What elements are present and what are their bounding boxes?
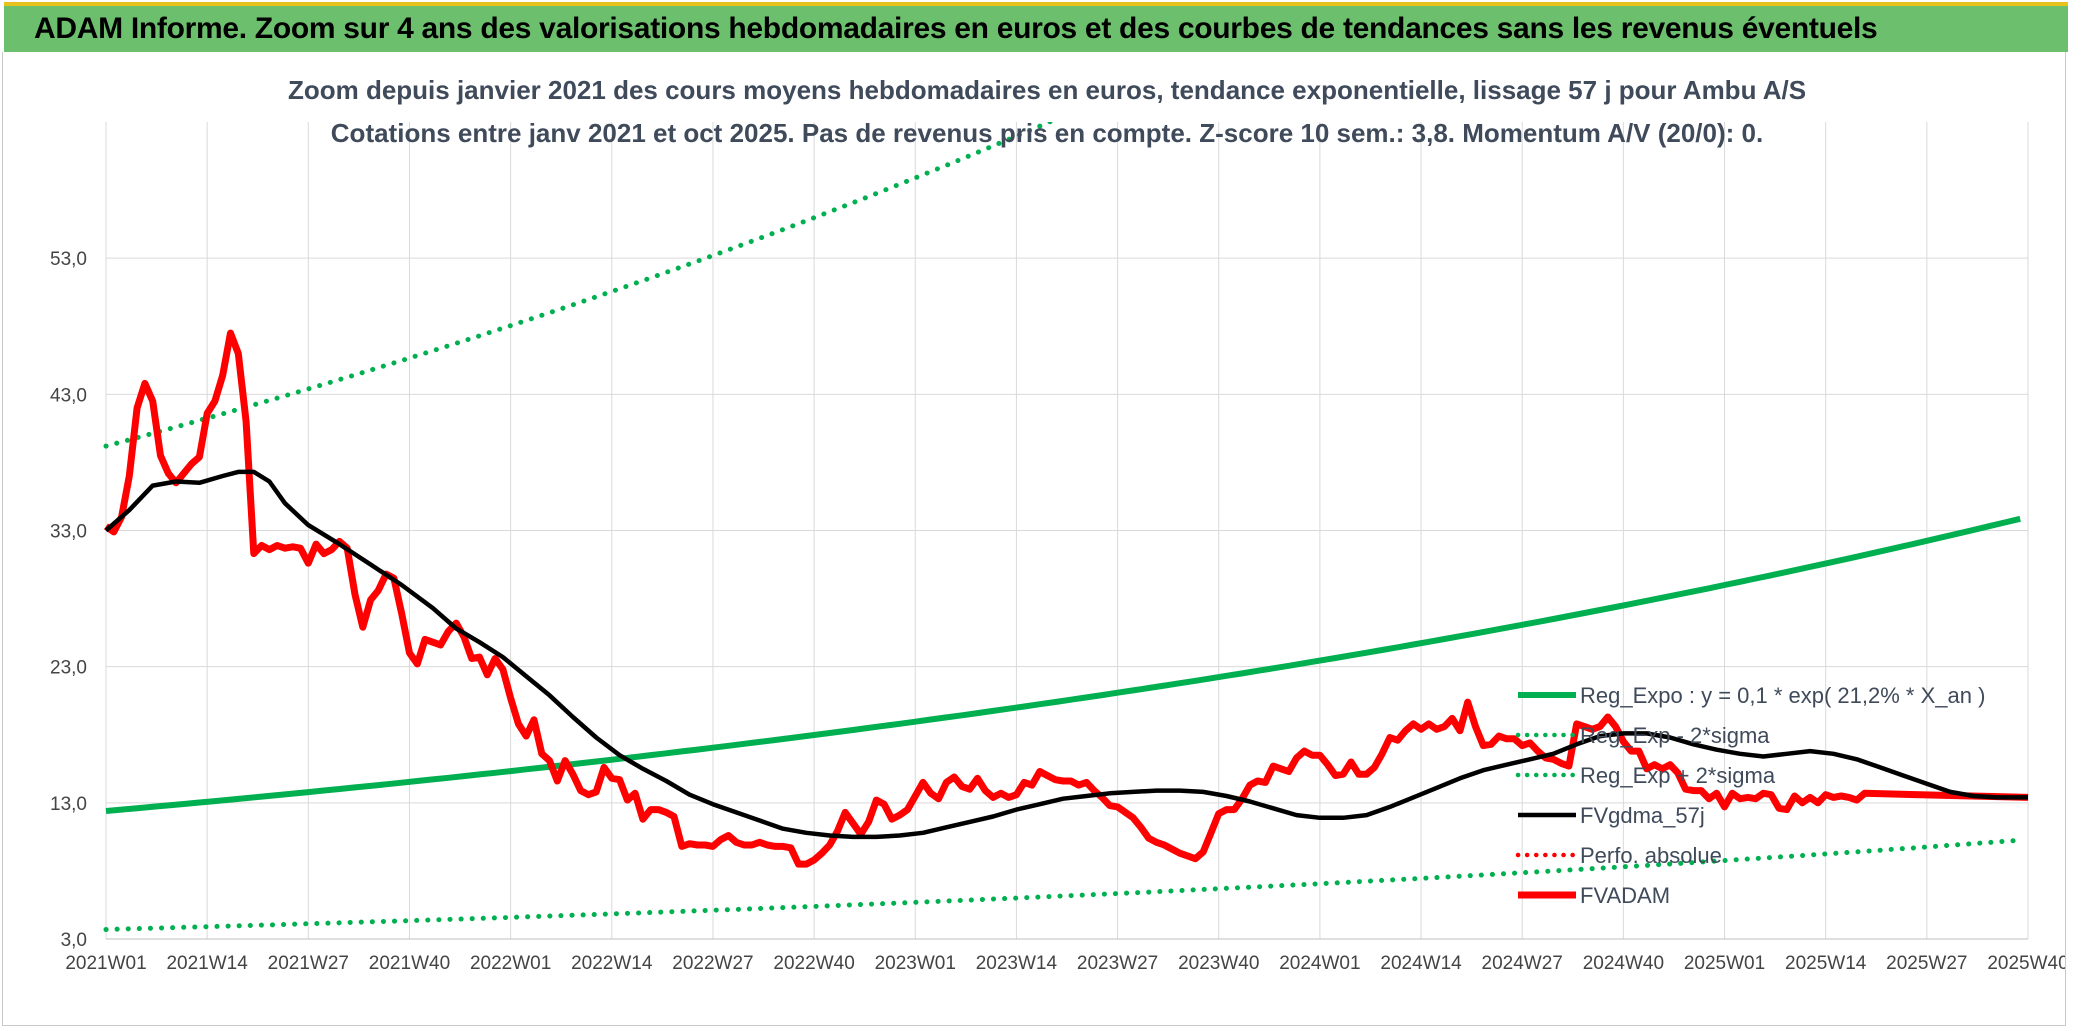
x-tick-label: 2021W40 [369, 953, 450, 974]
grid [105, 122, 2029, 940]
x-tick-label: 2021W14 [166, 953, 248, 974]
legend: Reg_Expo : y = 0,1 * exp( 21,2% * X_an )… [1515, 683, 1985, 908]
x-tick-label: 2025W40 [1987, 953, 2065, 974]
series-line-0 [105, 515, 2021, 814]
y-tick-label: 53,0 [50, 249, 87, 270]
x-tick-label: 2022W40 [773, 953, 854, 974]
chart-area: 3,0 13,0 23,0 33,0 43,0 53,0 2021W01 2021W14 202… [2, 52, 2066, 1026]
series-line-2 [103, 122, 1056, 449]
legend-label: FVgdma_57j [1580, 803, 1705, 828]
x-tick-label: 2024W01 [1279, 953, 1360, 974]
x-tick-label: 2022W01 [470, 953, 551, 974]
line-chart: 3,0 13,0 23,0 33,0 43,0 53,0 2021W01 2021W14 202… [50, 75, 2065, 974]
y-tick-label: 13,0 [50, 794, 87, 815]
x-tick-label: 2021W27 [268, 953, 349, 974]
series [103, 122, 2029, 932]
series-line-1 [103, 837, 2023, 932]
report-title: ADAM Informe. Zoom sur 4 ans des valoris… [34, 12, 1878, 45]
series-line-5 [103, 329, 2029, 868]
x-tick-label: 2023W40 [1178, 953, 1259, 974]
y-tick-label: 33,0 [50, 522, 87, 543]
legend-label: Reg_Exp - 2*sigma [1580, 723, 1770, 748]
legend-label: Reg_Expo : y = 0,1 * exp( 21,2% * X_an ) [1580, 683, 1985, 708]
x-tick-label: 2024W40 [1583, 953, 1664, 974]
axes: 3,0 13,0 23,0 33,0 43,0 53,0 2021W01 2021W14 202… [50, 122, 2065, 974]
y-tick-label: 43,0 [50, 385, 87, 406]
x-tick-label: 2025W27 [1886, 953, 1967, 974]
y-tick-label: 3,0 [61, 930, 87, 951]
legend-label: Reg_Exp + 2*sigma [1580, 763, 1776, 788]
chart-subtitle: Cotations entre janv 2021 et oct 2025. P… [331, 118, 1763, 148]
x-tick-label: 2021W01 [65, 953, 146, 974]
x-tick-label: 2022W27 [672, 953, 753, 974]
x-tick-label: 2025W14 [1785, 953, 1867, 974]
x-tick-label: 2025W01 [1684, 953, 1765, 974]
y-tick-label: 23,0 [50, 658, 87, 679]
series-line-3 [104, 469, 2028, 840]
x-tick-label: 2024W27 [1482, 953, 1563, 974]
x-tick-label: 2022W14 [571, 953, 653, 974]
x-tick-label: 2023W14 [976, 953, 1058, 974]
x-tick-label: 2023W27 [1077, 953, 1158, 974]
report-banner: ADAM Informe. Zoom sur 4 ans des valoris… [4, 2, 2068, 52]
legend-label: Perfo. absolue [1580, 843, 1722, 868]
legend-label: FVADAM [1580, 883, 1670, 908]
x-tick-label: 2023W01 [875, 953, 956, 974]
chart-title: Zoom depuis janvier 2021 des cours moyen… [288, 75, 1806, 105]
x-tick-label: 2024W14 [1380, 953, 1462, 974]
